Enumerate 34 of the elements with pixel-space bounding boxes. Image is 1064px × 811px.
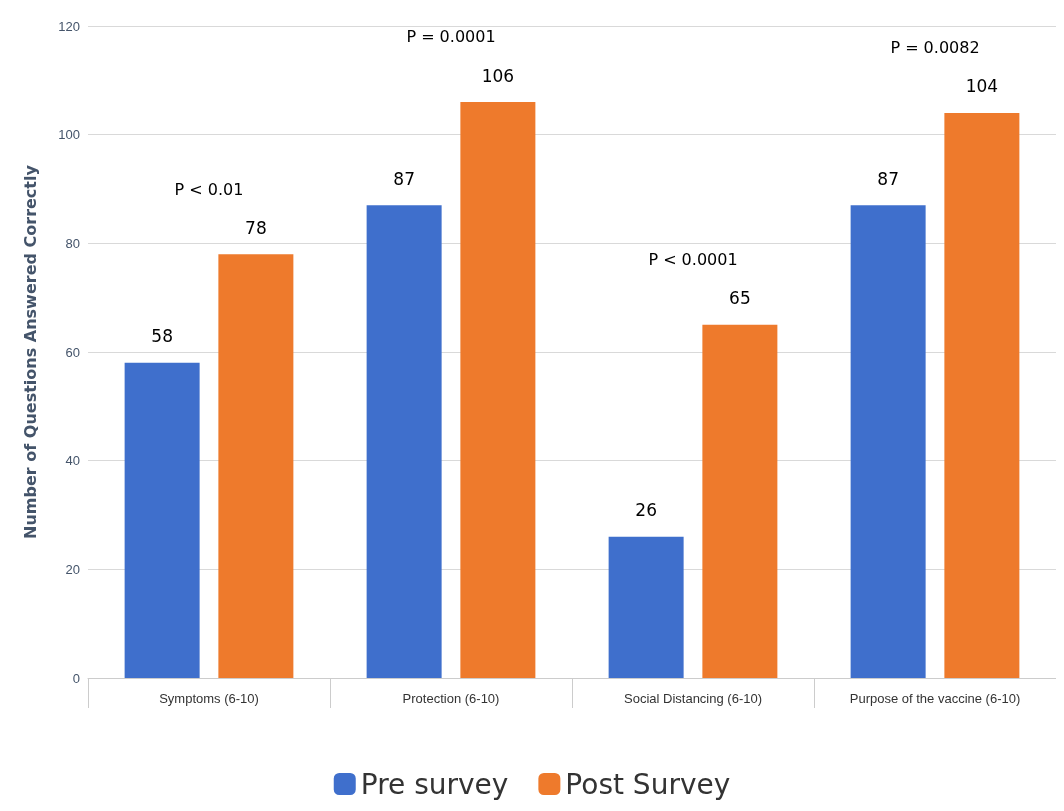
y-tick-label: 100 xyxy=(58,127,80,143)
bar xyxy=(944,112,1020,678)
annotation: P < 0.01 xyxy=(174,179,244,199)
bar xyxy=(124,362,200,678)
annotation: P < 0.0001 xyxy=(648,250,738,270)
y-tick-label: 60 xyxy=(65,344,80,360)
data-label: 65 xyxy=(729,288,751,309)
data-label: 26 xyxy=(635,500,657,521)
bar xyxy=(608,536,684,678)
y-tick-label: 120 xyxy=(58,18,80,34)
bar xyxy=(460,102,536,678)
legend-label: Post Survey xyxy=(565,767,731,801)
annotation: P = 0.0082 xyxy=(890,38,980,58)
data-label: 87 xyxy=(393,168,415,189)
bar xyxy=(218,254,294,678)
y-tick-label: 80 xyxy=(65,235,80,251)
bar xyxy=(366,205,442,678)
x-tick-label: Social Distancing (6-10) xyxy=(623,691,763,706)
x-tick-label: Protection (6-10) xyxy=(402,691,500,706)
y-tick-label: 20 xyxy=(65,561,80,577)
data-label: 58 xyxy=(151,326,173,347)
y-tick-label: 0 xyxy=(72,670,80,686)
legend-label: Pre survey xyxy=(360,767,509,801)
y-tick-label: 40 xyxy=(65,453,80,469)
data-label: 78 xyxy=(245,217,267,238)
bar xyxy=(850,205,926,678)
bar xyxy=(702,324,778,678)
data-label: 87 xyxy=(877,168,899,189)
x-tick-label: Purpose of the vaccine (6-10) xyxy=(849,691,1021,706)
annotation: P = 0.0001 xyxy=(406,27,496,47)
data-label: 106 xyxy=(481,65,515,86)
x-tick-label: Symptoms (6-10) xyxy=(159,691,259,706)
y-axis-title: Number of Questions Answered Correctly xyxy=(20,164,40,539)
data-label: 104 xyxy=(965,76,999,97)
